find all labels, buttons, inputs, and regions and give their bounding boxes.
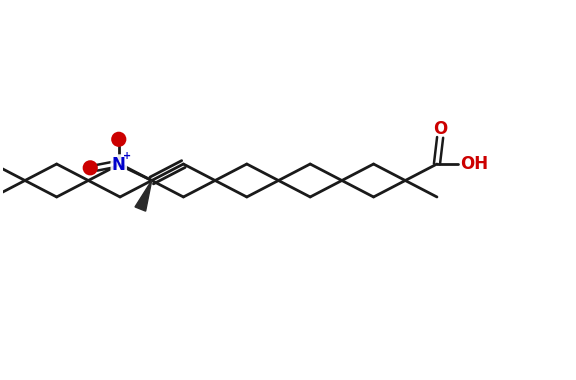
Text: −: − <box>114 134 123 144</box>
Text: N: N <box>112 156 126 174</box>
Text: −: − <box>86 163 95 173</box>
Circle shape <box>84 162 97 174</box>
Text: O: O <box>433 120 447 138</box>
Text: OH: OH <box>460 155 488 173</box>
Polygon shape <box>135 180 151 211</box>
Text: +: + <box>123 151 131 161</box>
Circle shape <box>112 133 125 146</box>
